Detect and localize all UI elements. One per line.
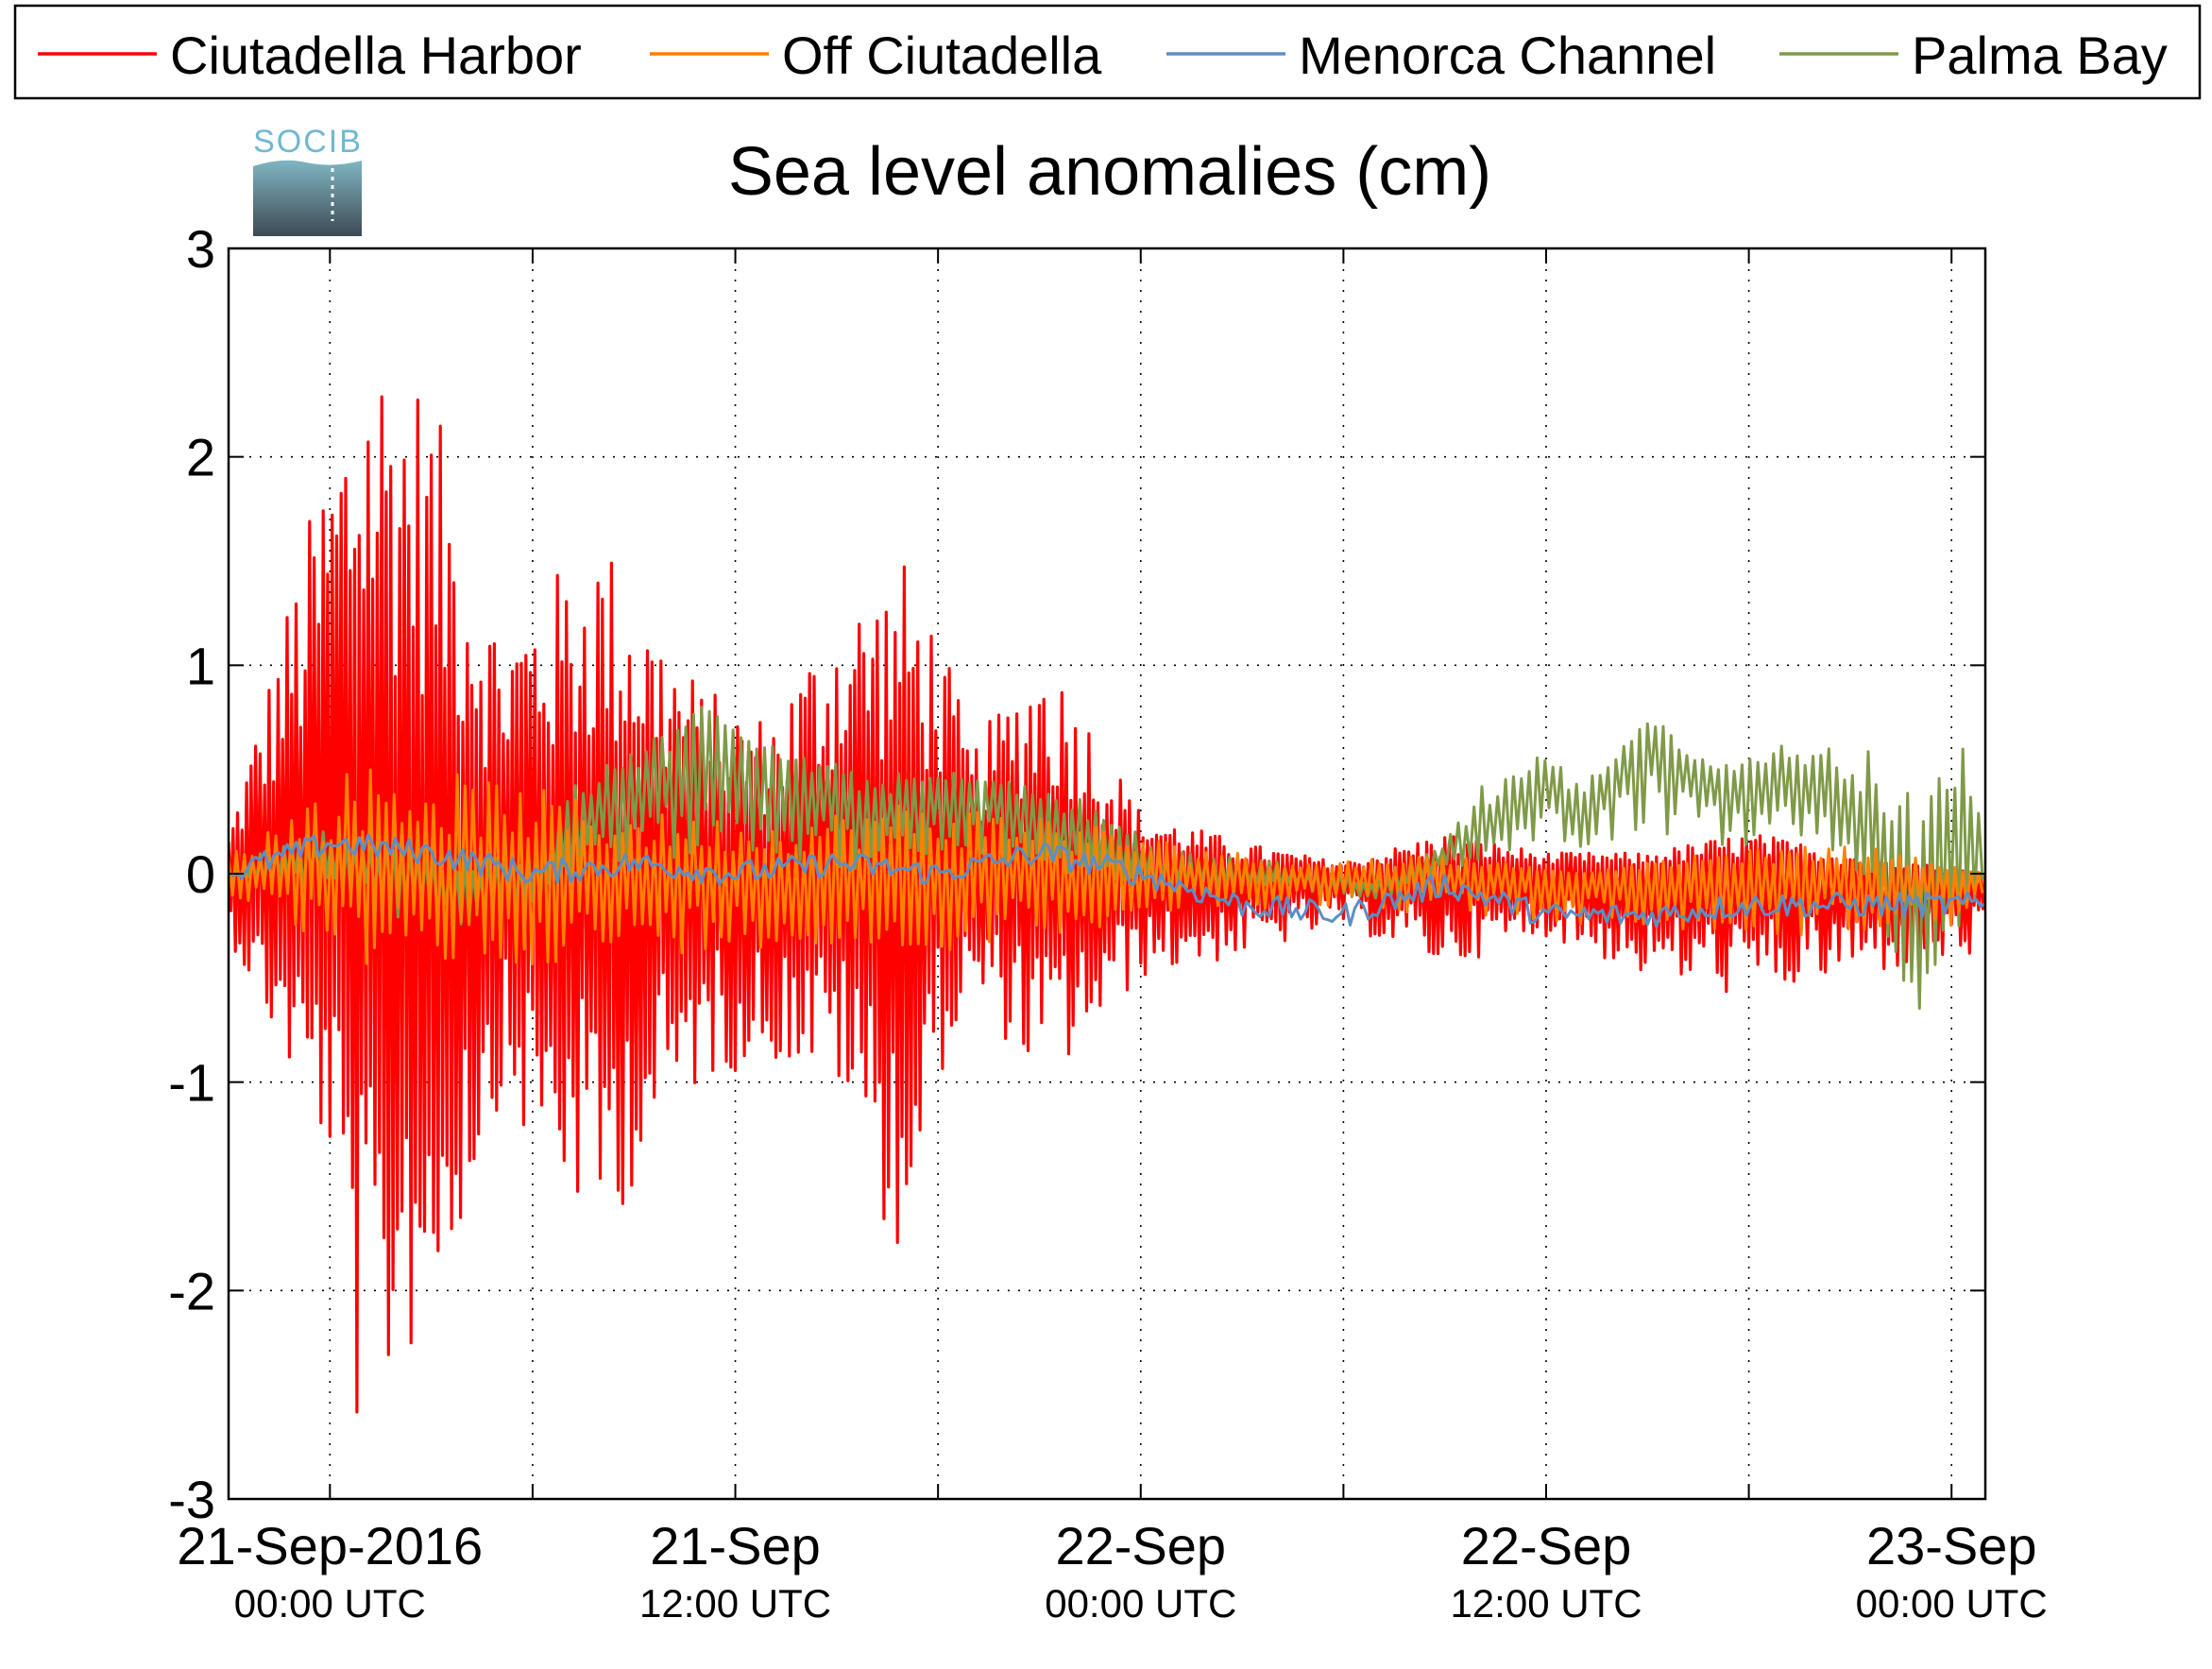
y-tick-label: 2: [186, 428, 215, 487]
logo-water: [253, 160, 362, 236]
x-tick-label-time: 00:00 UTC: [1045, 1581, 1236, 1626]
series-line-menorca-channel: [229, 833, 1985, 928]
legend-label: Off Ciutadella: [782, 26, 1102, 85]
x-tick-labels: 21-Sep-2016 00:00 UTC 21-Sep 12:00 UTC 22-Se…: [177, 1516, 2047, 1626]
logo-text: SOCIB: [253, 124, 363, 160]
legend-box: [13, 4, 2202, 100]
y-tick-label: 0: [186, 844, 215, 904]
legend-label: Ciutadella Harbor: [170, 26, 582, 85]
chart-title: Sea level anomalies (cm): [728, 134, 1491, 210]
legend-label: Menorca Channel: [1299, 26, 1716, 85]
x-tick-label-time: 00:00 UTC: [234, 1581, 426, 1626]
y-tick-label: 1: [186, 636, 215, 695]
y-tick-label: 3: [186, 219, 215, 279]
series-line-off-ciutadella: [229, 768, 1984, 966]
socib-logo: SOCIB: [253, 124, 363, 236]
series-line-ciutadella-harbor: [229, 395, 1985, 1414]
y-tick-labels: -3 -2 -1 0 1 2 3: [168, 219, 215, 1529]
x-tick-label-time: 12:00 UTC: [639, 1581, 831, 1626]
x-tick-label-time: 12:00 UTC: [1450, 1581, 1642, 1626]
x-tick-label-date: 21-Sep-2016: [177, 1516, 483, 1575]
legend-label: Palma Bay: [1912, 26, 2168, 85]
series-group: [229, 395, 1985, 1414]
x-tick-label-date: 22-Sep: [1461, 1516, 1632, 1575]
y-tick-label: -2: [168, 1261, 215, 1320]
x-tick-label-date: 22-Sep: [1055, 1516, 1226, 1575]
y-tick-label: -1: [168, 1053, 215, 1113]
legend: Ciutadella Harbor Off Ciutadella Menorca C…: [13, 4, 2202, 100]
plot-area: -3 -2 -1 0 1 2 3 21-Sep-2016 00:00 UTC 21-Sep 12:…: [168, 219, 2048, 1626]
x-tick-label-date: 23-Sep: [1866, 1516, 2037, 1575]
x-tick-label-date: 21-Sep: [650, 1516, 821, 1575]
x-tick-label-time: 00:00 UTC: [1856, 1581, 2048, 1626]
y-tick-label: -3: [168, 1470, 215, 1529]
axis-ticks: [229, 247, 1985, 1500]
